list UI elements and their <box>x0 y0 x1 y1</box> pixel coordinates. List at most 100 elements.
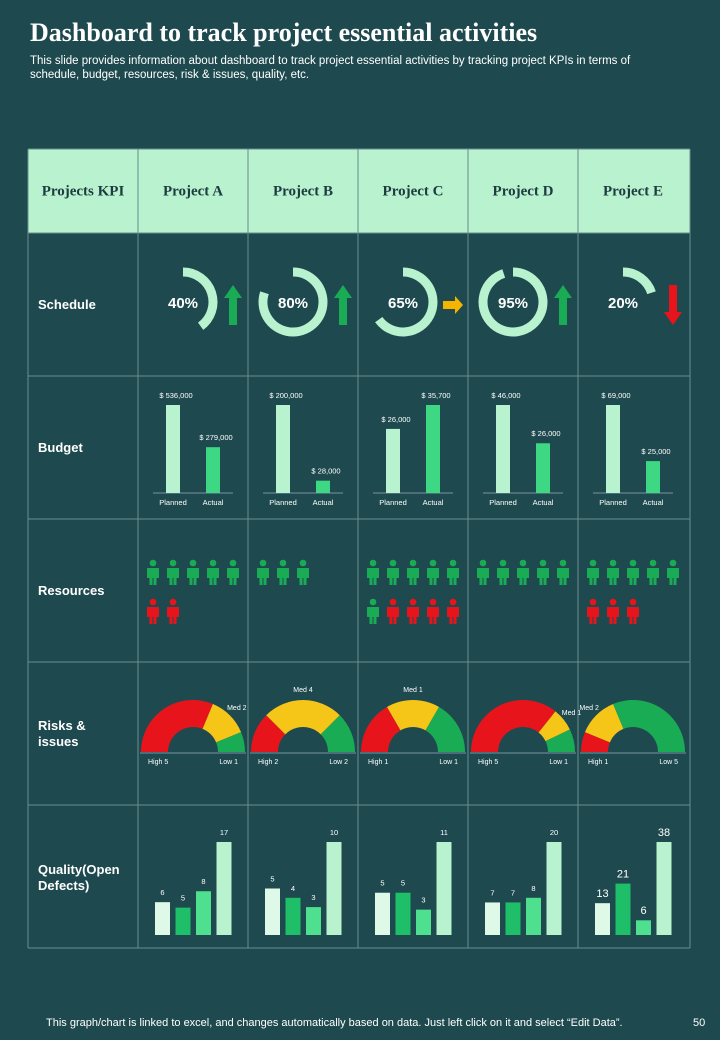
icon-head <box>609 559 617 567</box>
gauge-segment <box>251 715 286 752</box>
quality-label: 8 <box>531 884 535 893</box>
gauge-label: Med 1 <box>562 710 582 717</box>
header-cell: Project C <box>383 183 444 199</box>
budget-bar <box>316 480 330 493</box>
quality-bar <box>306 907 321 935</box>
schedule-donut <box>375 267 438 337</box>
quality-label: 3 <box>311 893 315 902</box>
icon-body <box>297 568 309 585</box>
gauge-segment <box>471 700 556 752</box>
quality-bar <box>196 891 211 935</box>
quality-label: 3 <box>421 896 425 905</box>
icon-body <box>537 568 549 585</box>
icon-body <box>627 607 639 624</box>
quality-bar <box>595 903 610 935</box>
resource-icon <box>477 559 489 585</box>
gauge-segment <box>613 700 685 752</box>
budget-label: $ 69,000 <box>601 391 630 400</box>
budget-category: Planned <box>379 498 407 507</box>
quality-label: 7 <box>490 888 494 897</box>
resource-icon <box>447 559 459 585</box>
schedule-label: 40% <box>168 295 198 312</box>
icon-body <box>407 568 419 585</box>
icon-body <box>447 607 459 624</box>
resource-icon <box>537 559 549 585</box>
icon-body <box>627 568 639 585</box>
icon-head <box>189 559 197 567</box>
budget-category: Planned <box>489 498 517 507</box>
icon-head <box>589 598 597 606</box>
resource-icon <box>667 559 679 585</box>
gauge-label: Med 2 <box>579 705 599 712</box>
icon-head <box>389 598 397 606</box>
icon-body <box>187 568 199 585</box>
resource-icon <box>517 559 529 585</box>
icon-body <box>607 607 619 624</box>
schedule-donut <box>182 267 218 330</box>
icon-head <box>649 559 657 567</box>
schedule-label: 95% <box>498 295 528 312</box>
quality-bar <box>546 842 562 935</box>
icon-body <box>167 607 179 624</box>
icon-body <box>517 568 529 585</box>
resource-icon <box>367 559 379 585</box>
budget-bar <box>166 405 180 493</box>
resource-icon <box>387 598 399 624</box>
resource-icon <box>277 559 289 585</box>
gauge-label: High 1 <box>368 759 388 766</box>
resource-icon <box>557 559 569 585</box>
quality-bar <box>395 892 411 935</box>
quality-bar <box>285 897 301 935</box>
resource-icon <box>587 598 599 624</box>
icon-body <box>167 568 179 585</box>
budget-label: $ 25,000 <box>641 447 670 456</box>
quality-label: 7 <box>511 888 515 897</box>
budget-bar <box>496 405 510 493</box>
resource-icon <box>367 598 379 624</box>
icon-body <box>367 607 379 624</box>
subtitle: This slide provides information about da… <box>30 55 631 81</box>
gauge-segment <box>545 729 575 752</box>
budget-bar <box>536 443 550 493</box>
gauge-segment <box>387 700 439 731</box>
icon-body <box>207 568 219 585</box>
quality-bar <box>265 888 280 935</box>
schedule-donut <box>622 267 656 295</box>
budget-label: $ 46,000 <box>491 391 520 400</box>
icon-head <box>589 559 597 567</box>
trend-arrow <box>443 296 463 314</box>
budget-bar <box>646 461 660 493</box>
icon-head <box>369 598 377 606</box>
budget-bar <box>426 405 440 493</box>
quality-label: 5 <box>181 894 185 903</box>
budget-category: Planned <box>269 498 297 507</box>
gauge-label: Med 2 <box>227 705 247 712</box>
icon-head <box>299 559 307 567</box>
resource-icon <box>647 559 659 585</box>
icon-body <box>147 607 159 624</box>
budget-label: $ 35,700 <box>421 391 450 400</box>
trend-arrow <box>554 285 572 325</box>
icon-head <box>209 559 217 567</box>
resource-icon <box>427 598 439 624</box>
quality-bar <box>175 907 191 935</box>
quality-bar <box>326 842 342 935</box>
trend-arrow <box>224 285 242 325</box>
gauge-segment <box>216 732 245 752</box>
resource-icon <box>427 559 439 585</box>
schedule-donut <box>478 267 548 337</box>
resource-icon <box>297 559 309 585</box>
page-number: 50 <box>693 1017 706 1029</box>
resource-icon <box>407 559 419 585</box>
quality-bar <box>505 902 521 935</box>
header-cell: Project B <box>273 183 333 199</box>
resource-icon <box>257 559 269 585</box>
budget-category: Actual <box>423 498 444 507</box>
budget-label: $ 200,000 <box>269 391 302 400</box>
icon-head <box>149 559 157 567</box>
icon-head <box>229 559 237 567</box>
quality-label: 6 <box>640 905 646 917</box>
icon-body <box>407 607 419 624</box>
trend-arrow <box>334 285 352 325</box>
icon-body <box>667 568 679 585</box>
